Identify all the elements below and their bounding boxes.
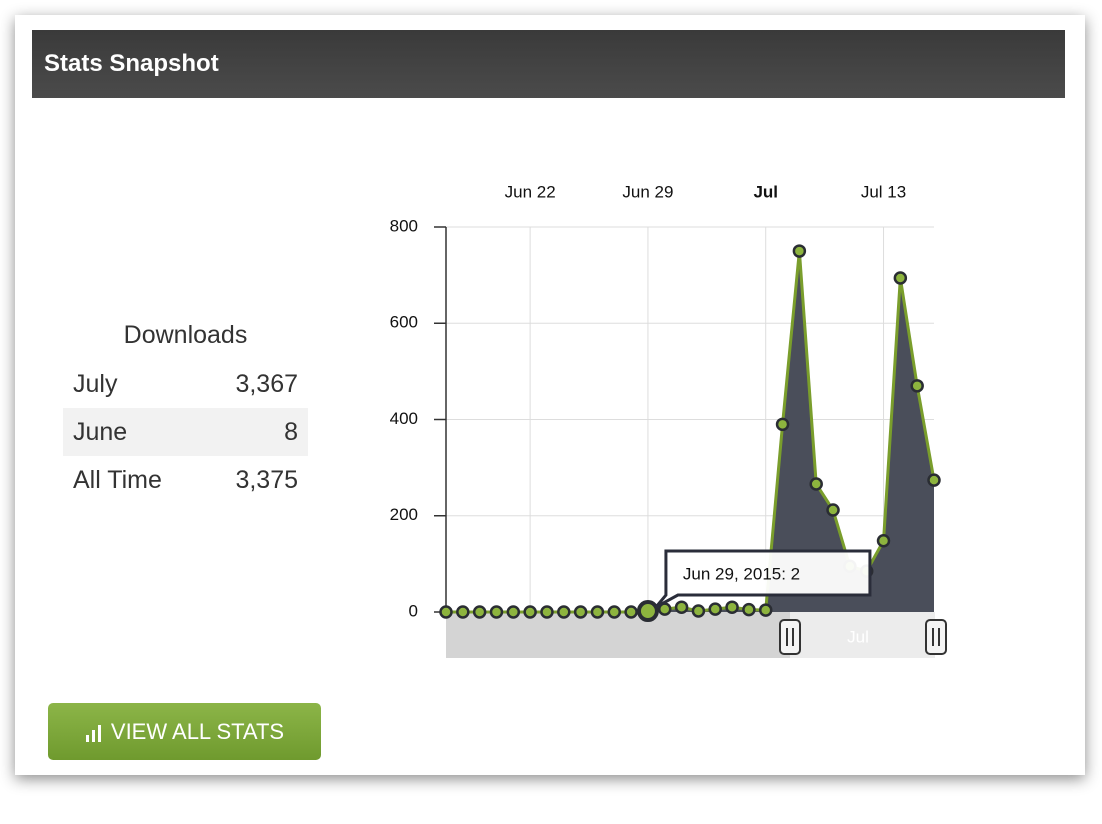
point: [573, 605, 588, 619]
point: [792, 244, 807, 258]
point: [439, 605, 453, 619]
point: [742, 602, 756, 617]
downloads-table: Downloads July 3,367 June 8 All Time 3,375: [63, 310, 308, 504]
table-row: June 8: [63, 408, 308, 456]
y-tick-label: 800: [390, 216, 418, 235]
point: [826, 503, 840, 517]
x-tick-label: Jul: [753, 182, 778, 201]
cell: 8: [284, 418, 298, 446]
navigator-selection: [790, 612, 935, 658]
cell: All Time: [73, 466, 162, 494]
point: [624, 605, 638, 619]
point: [910, 379, 924, 393]
x-tick-label: Jun 29: [622, 182, 673, 201]
tooltip-text: Jun 29, 2015: 2: [683, 565, 800, 584]
point: [876, 534, 891, 548]
cell: July: [73, 370, 118, 398]
header: Stats Snapshot: [32, 30, 1065, 98]
y-tick-label: 600: [390, 313, 418, 332]
point: [636, 600, 659, 623]
point: [691, 604, 706, 618]
area: [446, 251, 934, 612]
point: [472, 605, 487, 619]
point: [758, 603, 773, 617]
point: [674, 600, 689, 614]
cell: 3,375: [235, 466, 298, 494]
table-row: July 3,367: [63, 360, 308, 408]
point: [927, 473, 941, 487]
view-all-stats-button[interactable]: VIEW ALL STATS: [48, 703, 321, 760]
point: [456, 605, 470, 619]
bar-icon: [85, 725, 101, 743]
point: [809, 477, 823, 491]
navigator-handle: [925, 619, 947, 655]
table-row: All Time 3,375: [63, 456, 308, 504]
point: [708, 602, 722, 616]
header-title: Stats Snapshot: [44, 50, 219, 77]
point: [607, 605, 622, 619]
cell: 3,367: [235, 370, 298, 398]
navigator-handle: [779, 619, 801, 655]
y-tick-label: 200: [390, 505, 418, 524]
point: [523, 605, 537, 619]
cell: June: [73, 418, 128, 446]
point: [506, 605, 521, 619]
point: [540, 605, 554, 619]
point: [893, 271, 908, 285]
tooltip-box: [654, 549, 872, 609]
point: [775, 417, 790, 432]
y-tick-label: 400: [390, 409, 418, 428]
x-tick-label: Jul 13: [861, 182, 906, 201]
table-title: Downloads: [123, 321, 248, 349]
button-label: VIEW ALL STATS: [110, 719, 285, 744]
point: [557, 605, 571, 619]
y-tick-label: 0: [409, 601, 418, 620]
point: [489, 605, 504, 619]
x-tick-label: Jun 22: [505, 182, 556, 201]
navigator-label: Jul: [847, 627, 869, 646]
point: [725, 600, 739, 614]
point: [590, 605, 605, 619]
